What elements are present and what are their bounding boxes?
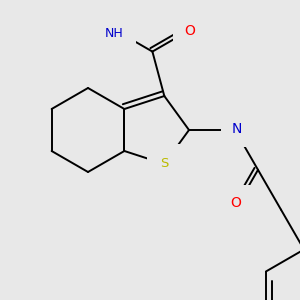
Text: NH: NH [105,27,123,40]
Text: O: O [184,24,195,38]
Text: O: O [231,196,242,210]
Text: N: N [232,122,242,136]
Text: H: H [233,115,241,125]
Text: S: S [160,158,169,170]
Text: H: H [112,22,120,33]
Text: H: H [109,18,117,28]
Text: NH: NH [105,29,123,42]
